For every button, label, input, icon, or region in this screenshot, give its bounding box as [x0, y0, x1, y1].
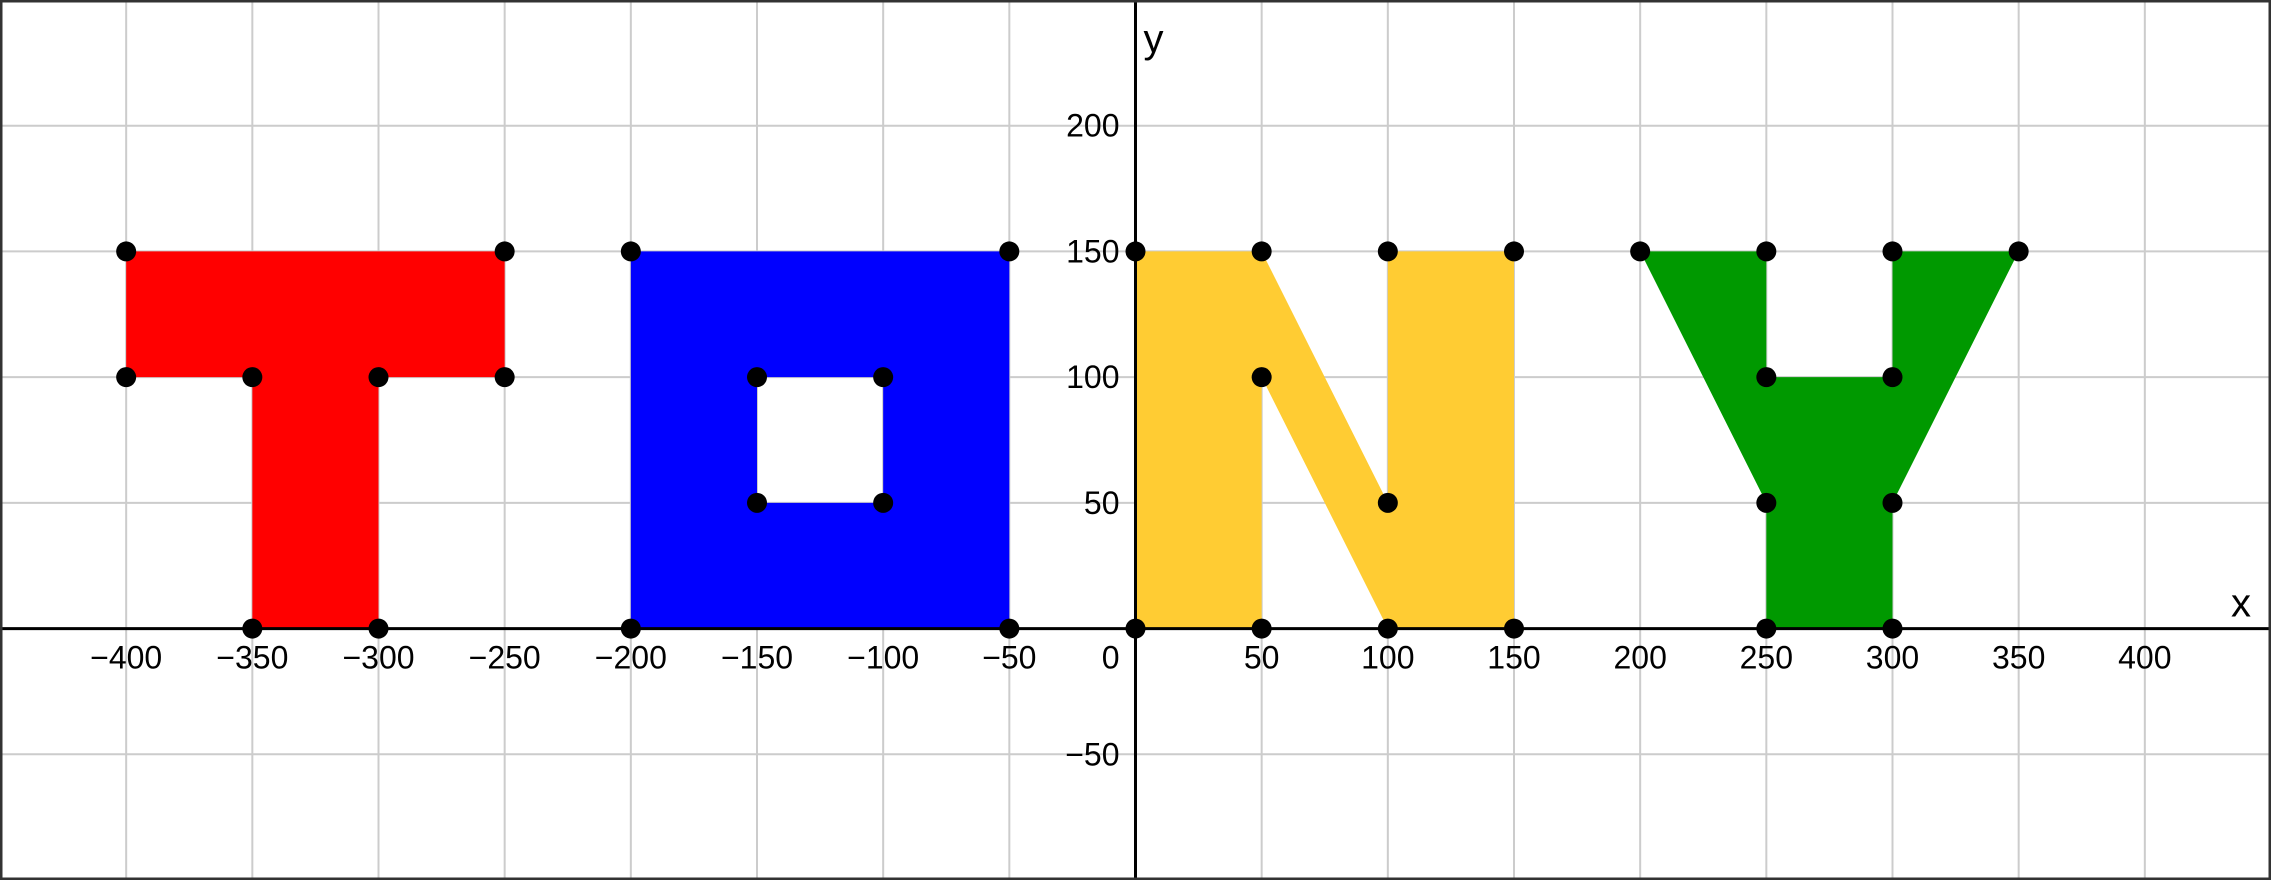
vertex-point: [494, 241, 515, 262]
y-tick-label: 200: [1066, 108, 1119, 144]
vertex-point: [1251, 241, 1272, 262]
x-tick-label: 250: [1740, 640, 1793, 676]
vertex-point: [1504, 241, 1524, 262]
origin-label: 0: [1102, 640, 1120, 676]
vertex-point: [116, 241, 137, 262]
vertex-point: [2008, 241, 2029, 262]
x-tick-label: 200: [1613, 640, 1666, 676]
x-tick-label: 50: [1244, 640, 1280, 676]
x-tick-label: −50: [982, 640, 1036, 676]
vertex-point: [873, 367, 894, 388]
x-tick-label: 350: [1992, 640, 2045, 676]
vertex-point: [1377, 618, 1398, 639]
vertex-point: [242, 367, 263, 388]
x-tick-label: −100: [847, 640, 919, 676]
y-axis-label: y: [1144, 17, 1164, 61]
vertex-point: [620, 618, 641, 639]
x-tick-label: −250: [469, 640, 541, 676]
vertex-point: [999, 618, 1020, 639]
letter-shapes: [126, 251, 2019, 629]
vertex-point: [999, 241, 1020, 262]
vertex-point: [368, 618, 389, 639]
x-tick-label: −150: [721, 640, 793, 676]
letter-y: [1640, 251, 2019, 629]
x-tick-label: −350: [216, 640, 288, 676]
vertex-point: [1125, 241, 1146, 262]
letter-t: [126, 251, 505, 629]
vertex-point: [1756, 492, 1777, 513]
x-tick-label: 300: [1866, 640, 1919, 676]
letter-o: [630, 251, 1010, 629]
vertex-point: [1756, 367, 1777, 388]
vertex-point: [620, 241, 641, 262]
y-tick-label: 50: [1084, 485, 1120, 521]
x-tick-label: 150: [1487, 640, 1540, 676]
letter-n: [1135, 251, 1514, 629]
y-tick-label: 150: [1066, 233, 1119, 269]
vertex-point: [242, 618, 263, 639]
x-tick-label: 100: [1361, 640, 1414, 676]
x-tick-label: −300: [342, 640, 414, 676]
x-tick-label: 400: [2118, 640, 2171, 676]
vertex-point: [1377, 492, 1398, 513]
vertex-point: [1251, 367, 1272, 388]
y-tick-label: 100: [1066, 359, 1119, 395]
x-tick-label: −400: [90, 640, 162, 676]
tick-labels: −400 −350 −300 −250 −200 −150 −100 −50 50 100 150 2…: [90, 17, 2251, 772]
vertex-point: [368, 367, 389, 388]
vertex-point: [1882, 492, 1903, 513]
x-axis-label: x: [2231, 582, 2251, 626]
vertex-point: [494, 367, 515, 388]
vertex-point: [747, 367, 767, 388]
vertex-point: [1504, 618, 1524, 639]
vertex-point: [747, 492, 767, 513]
vertex-point: [1630, 241, 1651, 262]
vertex-point: [1882, 241, 1903, 262]
vertex-points: [116, 241, 2029, 639]
vertex-point: [1756, 618, 1777, 639]
vertex-point: [1251, 618, 1272, 639]
x-tick-label: −200: [595, 640, 667, 676]
vertex-point: [1882, 618, 1903, 639]
vertex-point: [1882, 367, 1903, 388]
vertex-point: [116, 367, 137, 388]
vertex-point: [1125, 618, 1146, 639]
y-tick-label: −50: [1065, 736, 1119, 772]
vertex-point: [1756, 241, 1777, 262]
vertex-point: [1377, 241, 1398, 262]
vertex-point: [873, 492, 894, 513]
